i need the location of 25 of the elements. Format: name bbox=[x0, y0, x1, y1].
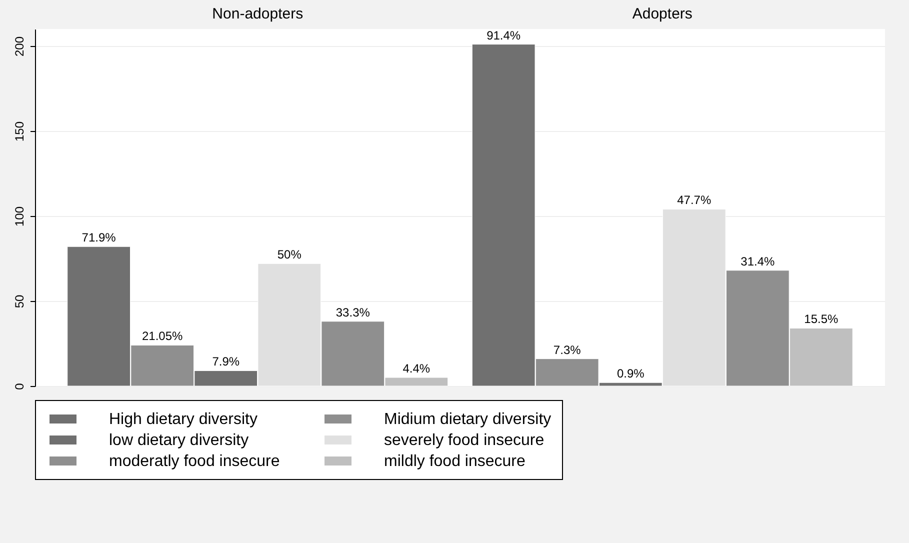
annotation: 7.3% bbox=[553, 342, 582, 357]
legend-label: low dietary diversity bbox=[109, 432, 249, 449]
legend-label: mildly food insecure bbox=[384, 453, 526, 470]
y-tick-label: 0 bbox=[12, 382, 26, 390]
annotation: 31.4% bbox=[740, 254, 775, 268]
annotation: 21.05% bbox=[142, 329, 184, 344]
y-tick-label: 50 bbox=[12, 294, 26, 308]
annotation: 50% bbox=[277, 248, 302, 262]
annotation: 15.5% bbox=[804, 312, 839, 326]
y-tick-label: 200 bbox=[12, 36, 26, 57]
annotation: 47.7% bbox=[677, 193, 712, 208]
annotation: 71.9% bbox=[82, 230, 116, 245]
annotation: 4.4% bbox=[402, 362, 430, 376]
y-tick-label: 150 bbox=[12, 121, 26, 142]
y-tick-label: 100 bbox=[12, 206, 26, 227]
x-tick-label: Adopters bbox=[632, 6, 692, 22]
annotation: 0.9% bbox=[616, 366, 645, 381]
legend-label: moderatly food insecure bbox=[109, 453, 280, 470]
x-tick-label: Non-adopters bbox=[212, 6, 304, 22]
legend-label: Midium dietary diversity bbox=[384, 411, 552, 428]
annotation: 7.9% bbox=[212, 354, 240, 369]
annotation: 91.4% bbox=[486, 28, 521, 42]
legend-label: severely food insecure bbox=[384, 432, 544, 449]
annotation: 33.3% bbox=[336, 305, 370, 320]
legend-label: High dietary diversity bbox=[109, 411, 258, 428]
